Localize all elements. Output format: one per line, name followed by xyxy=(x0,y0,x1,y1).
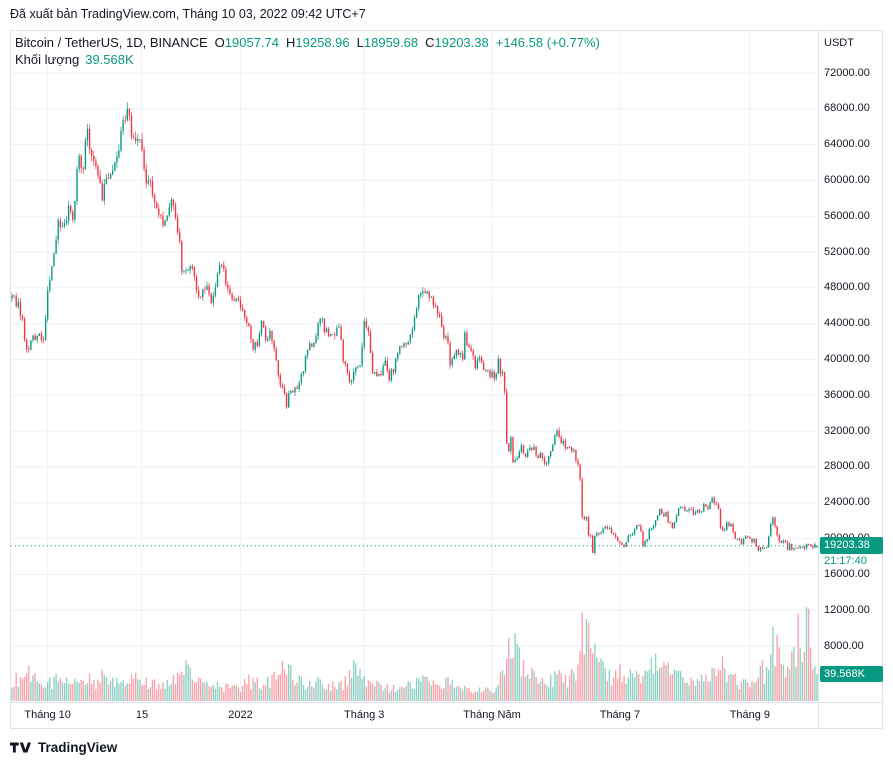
price-axis-label: 48000.00 xyxy=(824,281,870,294)
price-axis-label: 56000.00 xyxy=(824,209,870,222)
ohlc-value: 18959.68 xyxy=(363,35,419,50)
price-axis-label: 40000.00 xyxy=(824,353,870,365)
volume-value: 39.568K xyxy=(85,52,134,67)
last-price-badge: 19203.38 xyxy=(820,537,883,555)
ohlc-values: O19057.74 H19258.96 L18959.68 C19203.38 xyxy=(208,35,489,50)
ohlc-key: L xyxy=(356,35,364,50)
time-axis-label: Tháng 7 xyxy=(599,709,641,721)
price-axis-separator xyxy=(818,31,819,730)
symbol-title: Bitcoin / TetherUS, 1D, BINANCE xyxy=(15,35,208,50)
legend-volume-row: Khối lượng 39.568K xyxy=(15,51,600,68)
price-axis-label: 72000.00 xyxy=(824,66,870,79)
price-axis-label: 24000.00 xyxy=(824,496,870,509)
export-header: Đã xuất bản TradingView.com, Tháng 10 03… xyxy=(10,7,366,21)
price-axis-label: 52000.00 xyxy=(824,245,870,258)
price-axis-label: 32000.00 xyxy=(824,424,870,437)
price-axis-label: 8000.00 xyxy=(824,639,864,652)
ohlc-value: 19258.96 xyxy=(295,35,350,50)
price-axis-label: 60000.00 xyxy=(824,173,870,186)
ohlc-key: C xyxy=(425,35,435,50)
time-axis-label: Tháng 3 xyxy=(344,709,385,721)
chart-canvas[interactable] xyxy=(11,31,818,702)
time-axis-label: Tháng Năm xyxy=(463,709,521,721)
price-axis-label: 64000.00 xyxy=(824,138,870,151)
time-axis-label: 2022 xyxy=(228,709,253,721)
legend-symbol-row: Bitcoin / TetherUS, 1D, BINANCE O19057.74… xyxy=(15,34,600,51)
price-axis-label: 68000.00 xyxy=(824,102,870,115)
price-axis-label: 12000.00 xyxy=(824,603,870,616)
ohlc-key: H xyxy=(286,35,296,50)
tradingview-link[interactable]: TradingView xyxy=(10,736,117,758)
price-axis-label: 28000.00 xyxy=(824,460,870,473)
price-axis-label: 16000.00 xyxy=(824,567,870,580)
time-axis-label: 15 xyxy=(135,709,149,721)
price-scale[interactable]: USDT 72000.00 68000.00 64000.00 60000.00 560… xyxy=(819,31,884,730)
time-scale[interactable]: Tháng 10 15 2022 Tháng 3 Tháng Năm Tháng 7 Thá… xyxy=(11,703,818,730)
chart-legend: Bitcoin / TetherUS, 1D, BINANCE O19057.74… xyxy=(15,34,600,68)
volume-badge: 39.568K xyxy=(820,666,883,682)
price-axis-label: 36000.00 xyxy=(824,388,870,401)
bar-countdown: 21:17:40 xyxy=(824,555,867,568)
time-axis-separator xyxy=(11,702,884,703)
tradingview-logo-icon xyxy=(10,742,31,752)
price-axis-unit: USDT xyxy=(824,37,854,49)
time-axis-label: Tháng 9 xyxy=(729,709,771,721)
ohlc-key: O xyxy=(214,35,225,50)
tradingview-brand: TradingView xyxy=(38,739,118,755)
time-axis-label: Tháng 10 xyxy=(24,709,71,721)
ohlc-value: 19203.38 xyxy=(434,35,489,50)
chart-frame: Bitcoin / TetherUS, 1D, BINANCE O19057.74… xyxy=(10,30,884,730)
ohlc-value: 19057.74 xyxy=(224,35,280,50)
volume-label: Khối lượng xyxy=(15,52,80,67)
change-value: +146.58 (+0.77%) xyxy=(495,35,600,50)
price-axis-label: 44000.00 xyxy=(824,317,870,330)
